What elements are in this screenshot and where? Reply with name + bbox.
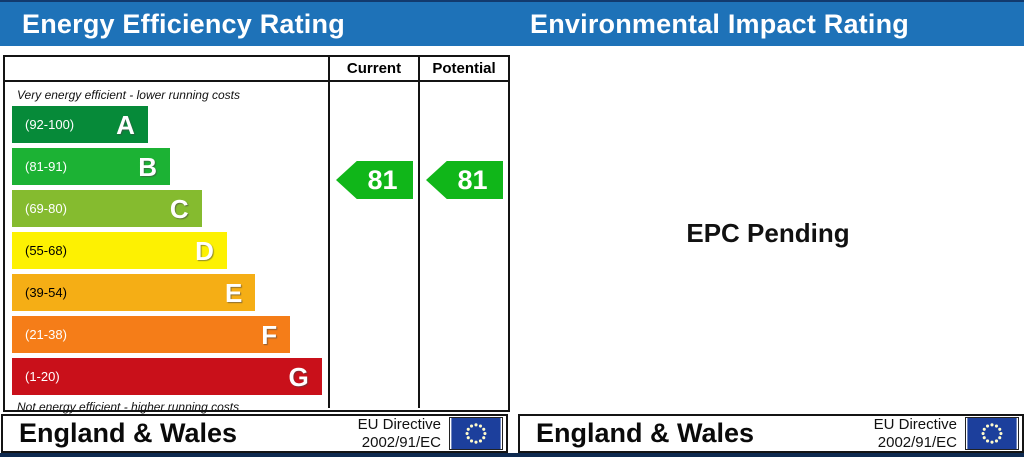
- content-row: Current Potential Very energy efficient …: [0, 55, 1024, 453]
- energy-efficiency-titlebar: Energy Efficiency Rating: [0, 2, 512, 46]
- title-bar: Energy Efficiency Rating Environmental I…: [0, 2, 1024, 46]
- bands-header-spacer: [5, 57, 328, 80]
- potential-rating-arrow: 81: [426, 161, 503, 199]
- band-range-label: (55-68): [25, 243, 67, 258]
- band-range-label: (69-80): [25, 201, 67, 216]
- table-body: Very energy efficient - lower running co…: [5, 82, 508, 414]
- band-row-g: (1-20) G: [12, 358, 322, 395]
- band-range-label: (1-20): [25, 369, 60, 384]
- band-letter: A: [116, 109, 135, 140]
- potential-column-header: Potential: [418, 57, 508, 80]
- energy-efficiency-title: Energy Efficiency Rating: [22, 8, 345, 39]
- bottom-border-strip: [0, 453, 1024, 457]
- band-row-c: (69-80) C: [12, 190, 202, 227]
- band-row-d: (55-68) D: [12, 232, 227, 269]
- potential-value-column: 81: [418, 82, 508, 408]
- band-letter: C: [169, 193, 189, 224]
- region-label: England & Wales: [19, 418, 238, 448]
- band-range-label: (81-91): [25, 159, 67, 174]
- epc-pending-status: EPC Pending: [686, 218, 850, 248]
- band-row-a: (92-100) A: [12, 106, 148, 143]
- rating-table: Current Potential Very energy efficient …: [3, 55, 510, 414]
- energy-efficiency-panel: Current Potential Very energy efficient …: [0, 55, 512, 453]
- current-rating-value: 81: [367, 164, 398, 195]
- table-header-row: Current Potential: [5, 57, 508, 82]
- eu-directive-line1: EU Directive: [873, 416, 957, 434]
- left-footer: England & Wales EU Directive 2002/91/EC: [1, 414, 508, 453]
- eu-flag-icon: [965, 417, 1019, 450]
- current-column-header: Current: [328, 57, 418, 80]
- right-footer: England & Wales EU Directive 2002/91/EC: [518, 414, 1024, 453]
- band-letter: F: [261, 319, 278, 350]
- band-range-label: (21-38): [25, 327, 67, 342]
- band-letter: D: [195, 235, 214, 266]
- eu-directive-label: EU Directive 2002/91/EC: [358, 416, 441, 451]
- current-rating-arrow: 81: [336, 161, 413, 199]
- environmental-impact-titlebar: Environmental Impact Rating: [512, 2, 1024, 46]
- rating-bands-area: Very energy efficient - lower running co…: [5, 82, 328, 414]
- pending-area: EPC Pending: [512, 55, 1024, 412]
- current-value-column: 81: [328, 82, 418, 408]
- potential-rating-value: 81: [457, 164, 488, 195]
- band-letter: B: [138, 151, 157, 182]
- environmental-impact-title: Environmental Impact Rating: [530, 8, 909, 39]
- band-row-e: (39-54) E: [12, 274, 256, 311]
- band-row-f: (21-38) F: [12, 316, 291, 353]
- eu-flag-icon: [449, 417, 503, 450]
- band-row-b: (81-91) B: [12, 148, 170, 185]
- band-range-label: (39-54): [25, 285, 67, 300]
- region-label: England & Wales: [536, 418, 755, 448]
- eu-directive-line2: 2002/91/EC: [361, 433, 441, 451]
- environmental-impact-panel: EPC Pending England & Wales EU Directive…: [512, 55, 1024, 453]
- band-letter: G: [288, 361, 309, 392]
- top-scale-note: Very energy efficient - lower running co…: [17, 88, 240, 102]
- top-border-strip: [0, 0, 1024, 2]
- eu-directive-label: EU Directive 2002/91/EC: [874, 416, 957, 451]
- eu-directive-line1: EU Directive: [357, 416, 441, 434]
- bottom-scale-note: Not energy efficient - higher running co…: [17, 400, 240, 414]
- band-range-label: (92-100): [25, 117, 75, 132]
- band-letter: E: [224, 277, 243, 308]
- eu-directive-line2: 2002/91/EC: [877, 433, 957, 451]
